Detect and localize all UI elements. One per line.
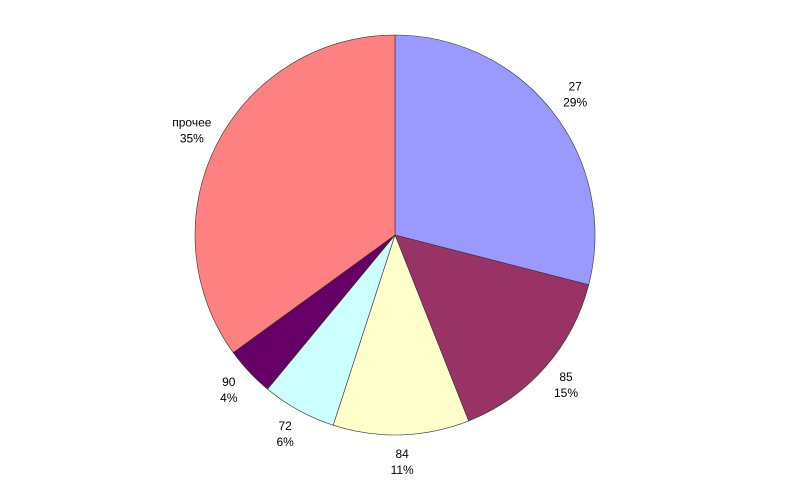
slice-category-label: 72	[278, 419, 292, 433]
pie-slice	[394, 234, 590, 422]
pie-slice	[332, 234, 470, 436]
slice-value-label: 11%	[391, 463, 414, 477]
slice-value-label: 29%	[563, 95, 587, 109]
slice-category-label: 27	[568, 79, 582, 93]
slice-category-label: 84	[395, 447, 409, 461]
slice-category-label: 85	[559, 370, 573, 384]
pie-slice	[394, 34, 596, 286]
slice-value-label: 35%	[180, 132, 204, 146]
slice-category-label: прочее	[172, 116, 212, 130]
slice-value-label: 15%	[554, 386, 578, 400]
slice-value-label: 6%	[276, 435, 294, 449]
slice-category-label: 90	[222, 375, 236, 389]
pie-slice	[194, 34, 396, 353]
slice-value-label: 4%	[220, 391, 238, 405]
